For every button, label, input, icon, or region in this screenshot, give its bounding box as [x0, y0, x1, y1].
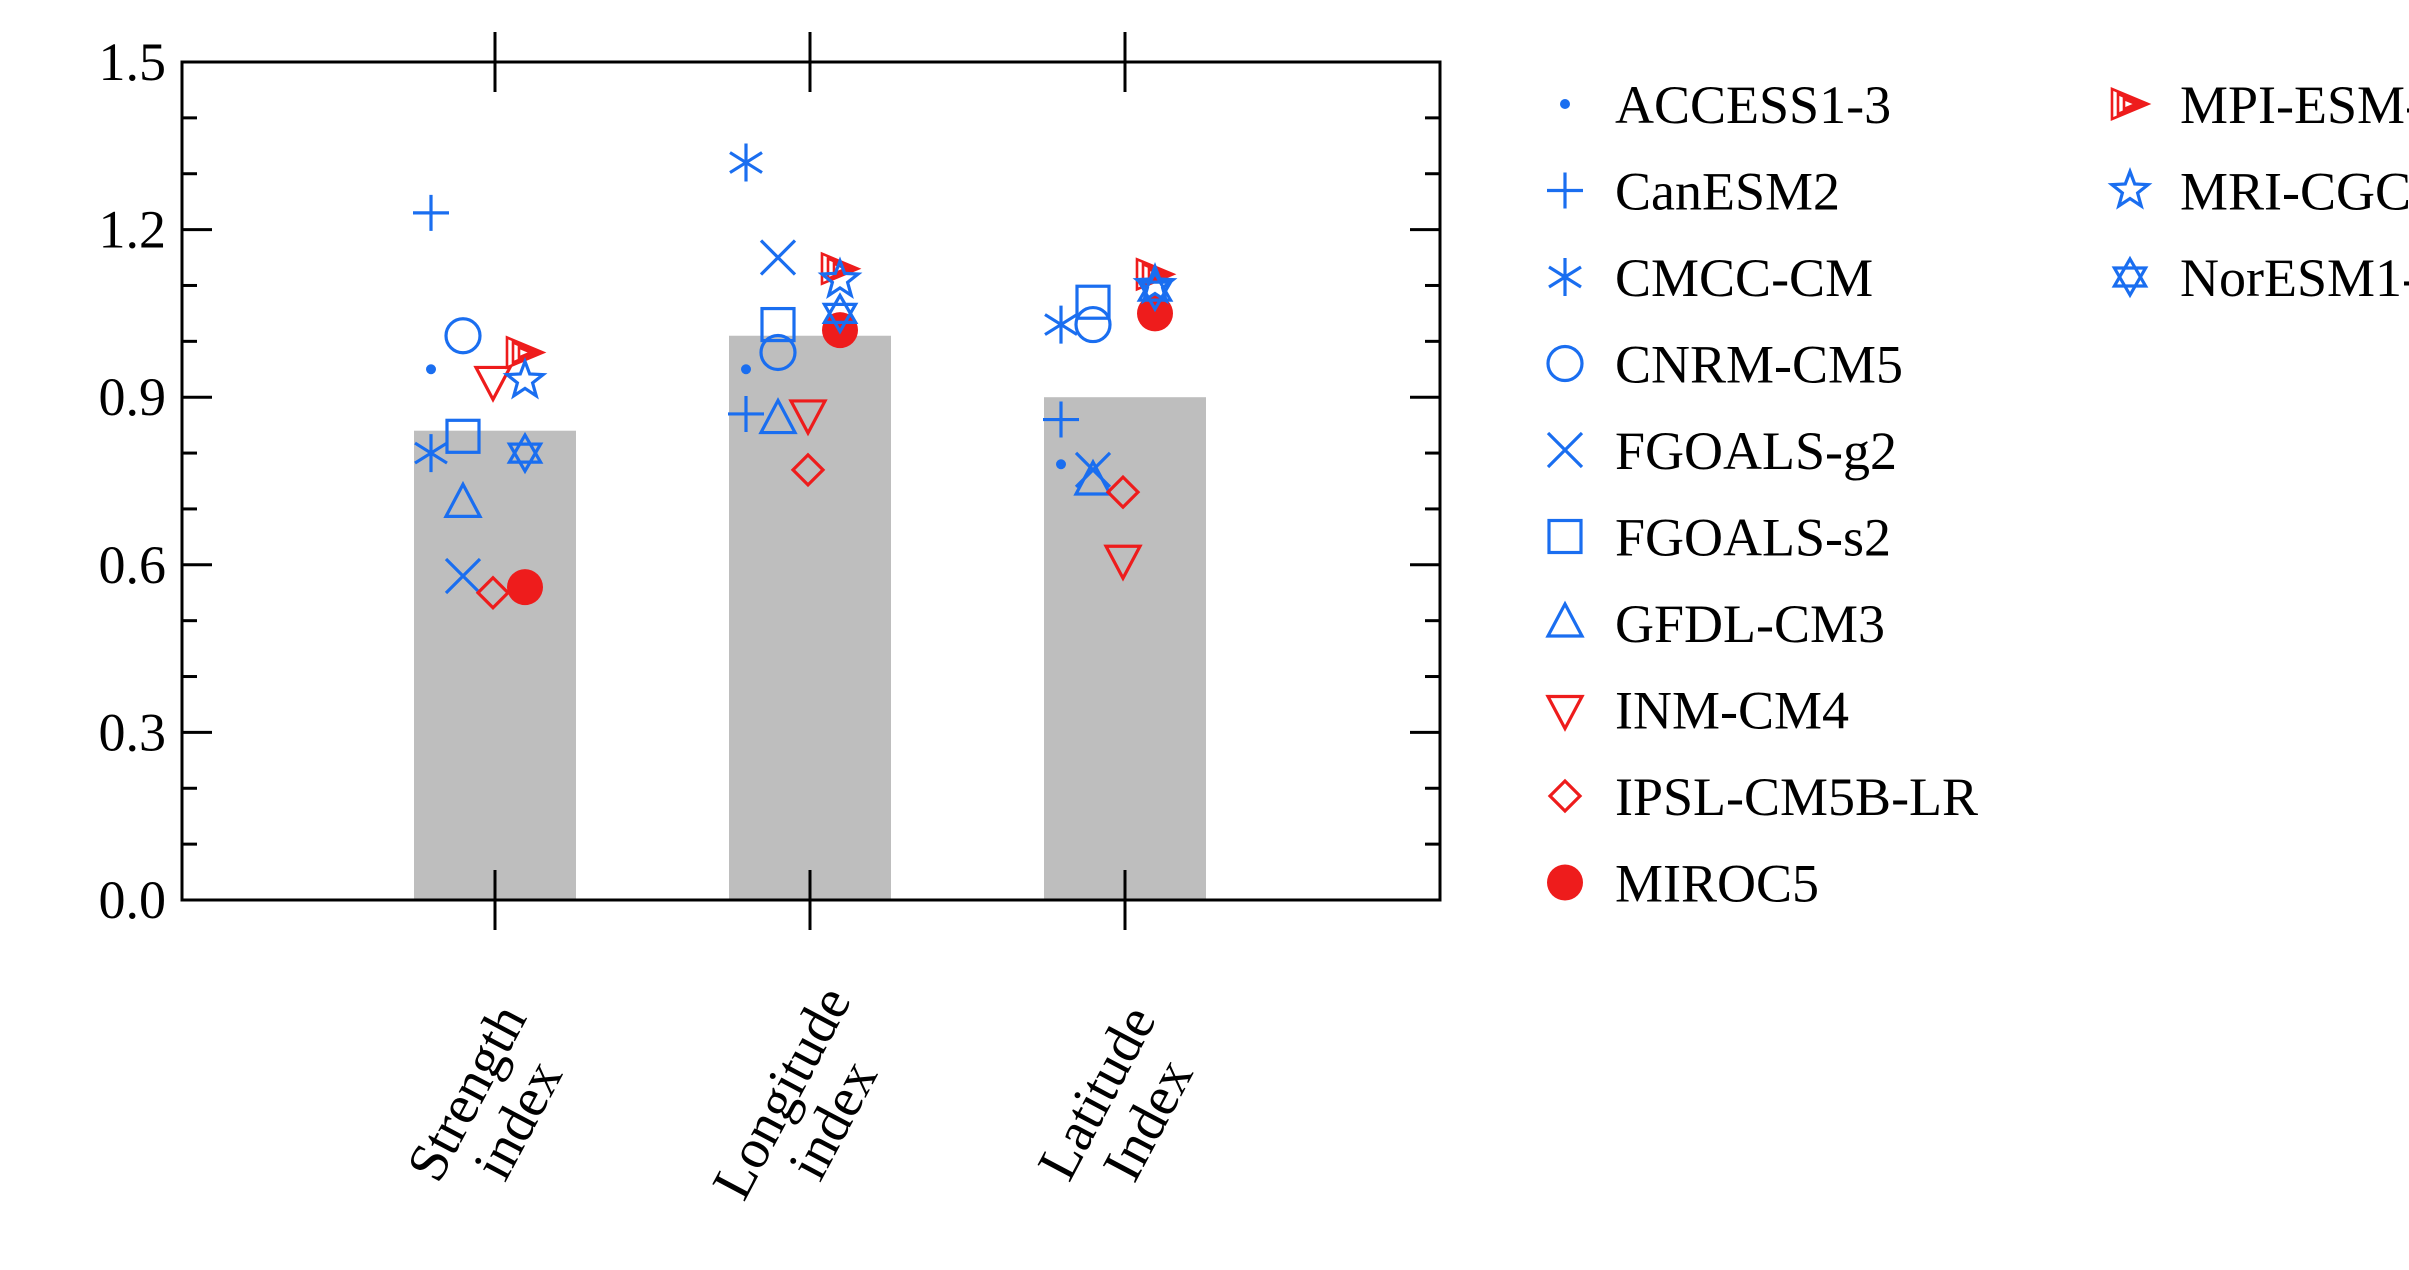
legend-marker-triple-triangle-right	[2110, 87, 2152, 121]
data-point-triangle-up	[443, 480, 483, 518]
data-point-circle	[1074, 305, 1112, 344]
legend-label: GFDL-CM3	[1615, 594, 1885, 654]
y-tick-label: 0.3	[99, 702, 167, 762]
category-label: LatitudeIndex	[1026, 996, 1220, 1217]
y-tick-label: 1.2	[99, 200, 167, 260]
bar	[1044, 397, 1206, 900]
legend-item: ACCESS1-3	[1560, 75, 1891, 135]
data-point-filled-circle	[507, 569, 543, 606]
legend-item: MRI-CGCM3	[2107, 162, 2409, 222]
data-point-star	[502, 356, 548, 400]
data-point-diamond	[1105, 474, 1141, 510]
data-point-triangle-down	[788, 399, 828, 437]
data-points	[413, 143, 1178, 610]
legend-marker-asterisk	[1548, 258, 1582, 296]
legend-marker-dot	[1560, 99, 1570, 109]
category-label: Longitudeindex	[701, 977, 915, 1237]
data-point-star	[1132, 261, 1178, 305]
legend-marker-plus	[1547, 172, 1583, 209]
legend-label: MIROC5	[1615, 854, 1819, 914]
y-tick-label: 0.9	[99, 367, 167, 427]
data-point-triangle-up	[758, 397, 798, 435]
data-point-star	[817, 256, 863, 299]
legend-item: CanESM2	[1547, 162, 1840, 222]
legend-label: CanESM2	[1615, 162, 1840, 222]
legend-marker-circle	[1546, 344, 1584, 383]
axes: 0.0 0.3 0.6 0.9 1.2 1.5	[99, 32, 1442, 930]
legend-label: MPI-ESM-LR	[2180, 75, 2409, 135]
data-point-square	[1075, 284, 1111, 320]
data-point-hexagram	[821, 292, 859, 335]
legend-marker-triangle-down	[1545, 694, 1585, 732]
legend-label: IPSL-CM5B-LR	[1615, 767, 1978, 827]
data-point-x	[444, 557, 482, 595]
legend-item: MIROC5	[1547, 854, 1819, 914]
data-point-asterisk	[414, 434, 448, 473]
y-tick-label: 0.0	[99, 870, 167, 930]
legend-marker-diamond	[1547, 778, 1583, 814]
legend-label: ACCESS1-3	[1615, 75, 1891, 135]
legend-label: NorESM1-M	[2180, 248, 2409, 308]
category-label: Strengthindex	[395, 994, 590, 1218]
legend-marker-hexagram	[2111, 255, 2149, 299]
y-tick-label: 0.6	[99, 535, 167, 595]
data-point-circle	[444, 317, 482, 355]
data-point-hexagram	[506, 431, 544, 475]
legend-marker-triangle-up	[1545, 600, 1585, 638]
data-point-dot	[426, 364, 436, 375]
bar	[414, 430, 576, 900]
data-point-filled-circle	[1137, 295, 1173, 332]
data-point-dot	[1056, 459, 1066, 470]
legend-label: MRI-CGCM3	[2180, 162, 2409, 222]
legend-marker-x	[1546, 431, 1584, 469]
data-point-plus	[728, 395, 764, 432]
data-point-dot	[741, 364, 751, 375]
legend-marker-filled-circle	[1547, 864, 1583, 901]
legend-item: NorESM1-M	[2111, 248, 2409, 308]
data-point-plus	[413, 194, 449, 231]
legend-label: CNRM-CM5	[1615, 335, 1903, 395]
legend-item: GFDL-CM3	[1545, 594, 1885, 654]
data-point-square	[445, 418, 481, 454]
data-point-asterisk	[1044, 305, 1078, 344]
legend-item: MPI-ESM-LR	[2110, 75, 2409, 135]
legend-marker-square	[1547, 518, 1583, 555]
legend-label: INM-CM4	[1615, 681, 1849, 741]
data-point-hexagram	[1136, 269, 1174, 313]
data-point-diamond	[790, 452, 826, 488]
legend-item: CMCC-CM	[1548, 248, 1873, 308]
legend-item: CNRM-CM5	[1546, 335, 1903, 395]
legend-item: IPSL-CM5B-LR	[1547, 767, 1978, 827]
data-point-circle	[759, 333, 797, 372]
legend-label: FGOALS-s2	[1615, 508, 1891, 568]
legend-marker-star	[2107, 166, 2153, 210]
bars	[414, 335, 1206, 900]
legend-label: FGOALS-g2	[1615, 421, 1897, 481]
legend-item: INM-CM4	[1545, 681, 1849, 741]
data-point-diamond	[475, 575, 511, 610]
legend-label: CMCC-CM	[1615, 248, 1873, 308]
data-point-triangle-up	[1073, 458, 1113, 496]
category-labels: Strengthindex Longitudeindex LatitudeIndex	[395, 977, 1220, 1237]
data-point-asterisk	[729, 143, 763, 182]
data-point-x	[759, 239, 797, 276]
data-point-plus	[1043, 401, 1079, 438]
data-point-triangle-down	[473, 365, 513, 403]
legend-item: FGOALS-g2	[1546, 421, 1897, 481]
data-point-square	[760, 306, 796, 343]
bar	[729, 335, 891, 900]
data-point-triangle-down	[1103, 544, 1143, 582]
y-tick-label: 1.5	[99, 32, 167, 92]
legend: ACCESS1-3 CanESM2 CMCC-CM CNRM-CM5 FGOALS-g2…	[1545, 75, 2409, 914]
legend-item: FGOALS-s2	[1547, 508, 1891, 568]
